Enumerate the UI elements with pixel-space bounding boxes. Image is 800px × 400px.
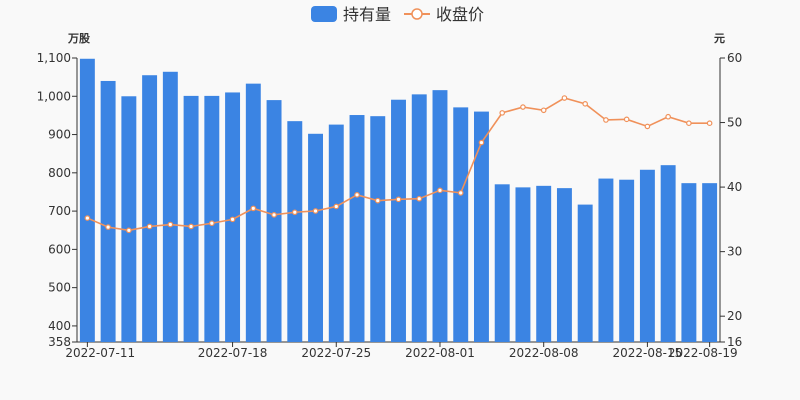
- bar: [121, 96, 137, 342]
- price-point: [167, 221, 174, 228]
- price-point: [126, 227, 132, 234]
- price-point: [582, 101, 588, 107]
- left-tick-label: 600: [48, 242, 71, 256]
- price-point: [271, 212, 277, 218]
- legend-bar-label[interactable]: 持有量: [343, 5, 391, 24]
- left-tick-label: 700: [48, 204, 71, 218]
- bar: [411, 94, 427, 343]
- x-tick-label: 2022-08-15: [613, 346, 683, 360]
- price-point: [291, 209, 298, 216]
- price-point: [520, 104, 526, 110]
- right-tick-label: 50: [727, 116, 742, 130]
- price-point: [665, 113, 671, 120]
- price-point: [395, 196, 402, 203]
- bar: [515, 187, 531, 342]
- price-point: [416, 195, 423, 202]
- bar: [100, 80, 116, 342]
- price-point: [250, 205, 257, 212]
- price-point: [706, 120, 713, 126]
- x-tick-label: 2022-07-11: [65, 346, 135, 360]
- price-point: [312, 208, 319, 214]
- left-axis-unit: 万股: [67, 32, 91, 45]
- bar: [453, 107, 469, 342]
- left-tick-label: 800: [48, 166, 71, 180]
- price-point: [478, 139, 485, 146]
- legend-line-label[interactable]: 收盘价: [436, 5, 484, 24]
- bar: [556, 188, 572, 342]
- legend-line-marker[interactable]: [411, 8, 423, 20]
- x-tick-label: 2022-08-19: [668, 346, 738, 360]
- bar: [577, 204, 593, 342]
- price-point: [561, 95, 568, 101]
- bar: [494, 184, 510, 342]
- right-tick-label: 16: [727, 335, 742, 349]
- bar: [370, 116, 386, 343]
- bar: [79, 58, 95, 342]
- left-tick-label: 900: [48, 128, 71, 142]
- price-point: [623, 116, 630, 123]
- price-point: [105, 224, 111, 230]
- bar: [432, 90, 448, 342]
- bar: [536, 185, 552, 342]
- x-tick-label: 2022-07-25: [301, 346, 371, 360]
- price-point: [457, 190, 464, 196]
- right-tick-label: 20: [727, 309, 742, 323]
- bar: [391, 99, 406, 343]
- price-point: [374, 197, 381, 204]
- bar: [266, 100, 282, 343]
- right-tick-label: 30: [727, 245, 742, 259]
- price-point: [146, 223, 153, 230]
- bar: [598, 178, 614, 342]
- left-tick-label: 1,100: [37, 51, 71, 65]
- bar: [245, 83, 261, 343]
- x-tick-label: 2022-07-18: [198, 346, 268, 360]
- bar: [328, 124, 344, 342]
- bar: [308, 133, 323, 342]
- x-tick-label: 2022-08-01: [405, 346, 475, 360]
- price-point: [603, 117, 609, 123]
- price-point: [188, 223, 194, 230]
- legend-bar-swatch[interactable]: [311, 6, 337, 22]
- bar: [681, 183, 697, 342]
- price-point: [437, 187, 443, 194]
- line-series: [84, 95, 713, 234]
- bar: [183, 95, 199, 342]
- bar: [287, 121, 303, 342]
- price-point: [84, 215, 91, 221]
- legend[interactable]: 持有量 收盘价: [311, 5, 484, 24]
- right-axis-unit: 元: [714, 32, 725, 45]
- x-tick-label: 2022-08-08: [509, 346, 579, 360]
- bar: [474, 111, 489, 343]
- left-tick-label: 1,000: [37, 89, 71, 103]
- price-point: [229, 216, 236, 223]
- bar: [349, 115, 365, 342]
- bar: [639, 169, 655, 342]
- price-point: [540, 107, 547, 114]
- bar: [142, 75, 158, 342]
- price-point: [354, 192, 360, 198]
- left-tick-label: 500: [48, 281, 71, 295]
- price-point: [209, 220, 215, 227]
- right-tick-label: 40: [727, 180, 742, 194]
- axes: 358 400 500 600 700 800 900 1,000 1,100 16 20 30 40 5…: [37, 51, 743, 360]
- price-point: [686, 120, 692, 126]
- price-point: [499, 110, 506, 116]
- bar: [702, 183, 718, 342]
- price-point: [333, 203, 340, 210]
- left-tick-label: 400: [48, 319, 71, 333]
- bar: [660, 165, 676, 342]
- left-tick-label: 358: [48, 335, 71, 349]
- bar: [619, 179, 635, 342]
- bar: [162, 71, 178, 342]
- right-tick-label: 60: [727, 51, 742, 65]
- price-point: [644, 123, 651, 130]
- bar: [204, 95, 220, 342]
